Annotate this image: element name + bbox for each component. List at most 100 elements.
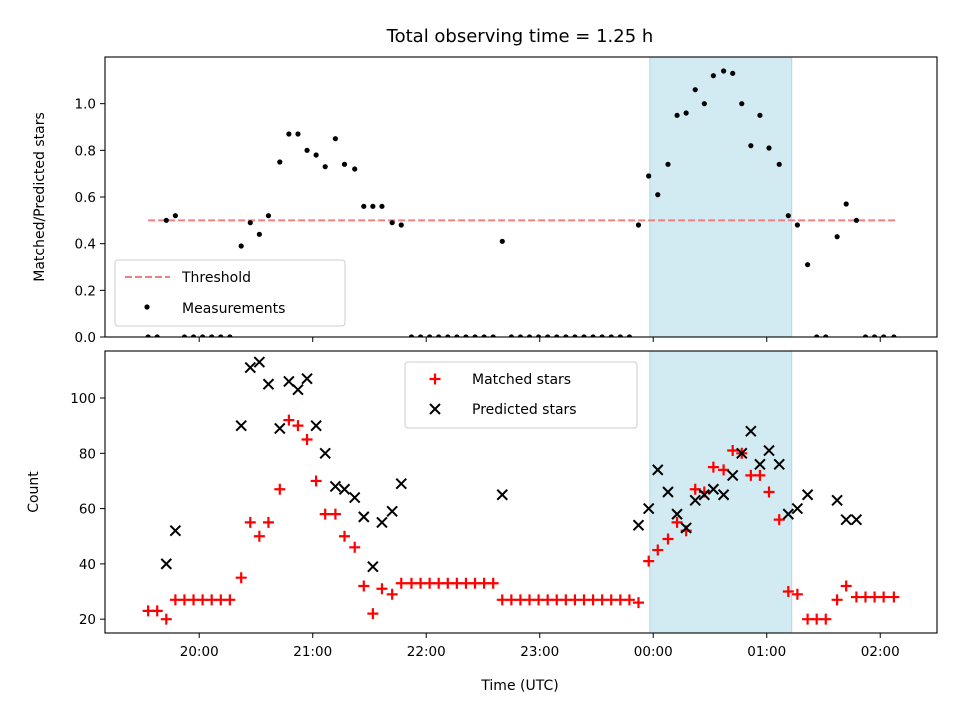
predicted-star-point: [292, 383, 304, 396]
matched-star-point: [329, 508, 341, 520]
measurement-point: [871, 334, 878, 337]
y-tick-label: 40: [79, 557, 96, 573]
measurement-point: [313, 152, 319, 158]
y-tick-label: 60: [79, 502, 96, 518]
matched-star-point: [367, 608, 379, 620]
matched-star-point: [763, 486, 775, 498]
matched-star-point: [840, 580, 852, 592]
matched-star-point: [487, 577, 499, 589]
predicted-star-point: [310, 419, 322, 432]
legend-measurement-label: Measurements: [182, 301, 285, 317]
y-tick-label: 100: [70, 391, 96, 407]
matched-star-point: [301, 433, 313, 445]
predicted-star-point: [763, 444, 775, 457]
measurement-point: [608, 334, 614, 337]
matched-star-point: [262, 516, 274, 528]
measurement-point: [665, 161, 671, 167]
matched-star-point: [671, 516, 683, 528]
x-tick-label: 01:00: [747, 644, 786, 660]
measurement-point: [572, 334, 578, 337]
x-tick-label: 20:00: [180, 644, 219, 660]
measurement-point: [881, 334, 887, 337]
measurement-point: [581, 334, 587, 337]
measurement-point: [352, 166, 358, 172]
y-tick-label: 80: [79, 446, 96, 462]
plot-area: [145, 68, 898, 337]
x-axis-label: Time (UTC): [480, 678, 558, 694]
measurement-point: [814, 334, 820, 337]
predicted-star-point: [850, 513, 863, 526]
predicted-star-point: [244, 361, 256, 374]
measurement-point: [417, 334, 424, 337]
predicted-star-point: [329, 480, 342, 493]
predicted-star-point: [698, 489, 711, 501]
matched-star-point: [386, 588, 398, 600]
x-tick-label: 21:00: [293, 644, 332, 660]
predicted-star-point: [386, 505, 398, 518]
measurement-point: [427, 334, 433, 337]
predicted-star-point: [671, 508, 683, 520]
measurement-point: [472, 334, 478, 337]
measurement-point: [526, 334, 533, 337]
predicted-star-point: [726, 469, 739, 482]
measurement-point: [766, 145, 772, 151]
measurement-point: [463, 334, 469, 337]
measurement-point: [304, 147, 310, 153]
y-axis-label-count: Count: [26, 471, 42, 513]
measurement-point: [776, 161, 782, 167]
measurement-point: [332, 136, 339, 142]
measurement-point: [172, 213, 178, 219]
legend: Threshold Measurements: [114, 259, 346, 327]
measurement-point: [545, 334, 551, 337]
chart-title: Total observing time = 1.25 h: [386, 26, 654, 47]
predicted-star-point: [358, 511, 370, 523]
measurement-point: [265, 213, 272, 219]
predicted-star-point: [632, 519, 645, 531]
predicted-star-point: [274, 422, 286, 435]
plot-area: [142, 356, 900, 625]
measurement-point: [508, 334, 514, 337]
matched-star-point: [292, 420, 304, 432]
matched-star-point: [319, 508, 331, 520]
predicted-star-point: [773, 458, 785, 471]
measurement-point: [535, 334, 542, 337]
predicted-star-point: [496, 489, 508, 501]
measurement-point: [379, 203, 385, 209]
measurement-point: [599, 334, 605, 337]
measurement-point: [823, 334, 829, 337]
predicted-star-point: [319, 447, 331, 460]
measurement-point: [721, 68, 727, 74]
matched-star-point: [235, 572, 247, 584]
predicted-star-point: [717, 489, 730, 501]
y-tick-label: 1.0: [75, 97, 96, 113]
measurement-point: [200, 334, 206, 337]
matched-star-point: [707, 461, 719, 473]
matched-star-point: [643, 555, 655, 567]
matched-star-point: [376, 583, 388, 595]
measurement-point: [256, 231, 262, 237]
x-tick-label: 22:00: [407, 644, 446, 660]
measurement-point: [145, 334, 151, 337]
matched-star-point: [358, 580, 370, 592]
measurement-point: [590, 334, 596, 337]
matched-star-point: [791, 588, 803, 600]
measurement-point: [286, 131, 292, 137]
measurement-point: [247, 220, 253, 226]
measurement-point: [517, 334, 524, 337]
matched-star-point: [718, 464, 730, 476]
measurement-point: [436, 334, 442, 337]
measurement-point: [238, 243, 244, 249]
x-tick-label: 02:00: [861, 644, 900, 660]
measurement-point: [554, 334, 560, 337]
measurement-point: [701, 101, 707, 107]
measurement-point: [295, 131, 301, 137]
matched-star-point: [349, 541, 361, 553]
measurement-point: [398, 222, 404, 228]
matched-star-point: [782, 586, 794, 598]
measurement-point: [674, 112, 680, 118]
measurement-point: [891, 334, 897, 337]
predicted-star-point: [689, 494, 701, 507]
y-axis-label-ratio: Matched/Predicted stars: [32, 112, 48, 282]
measurement-point: [748, 143, 754, 149]
x-tick-label: 23:00: [520, 644, 559, 660]
